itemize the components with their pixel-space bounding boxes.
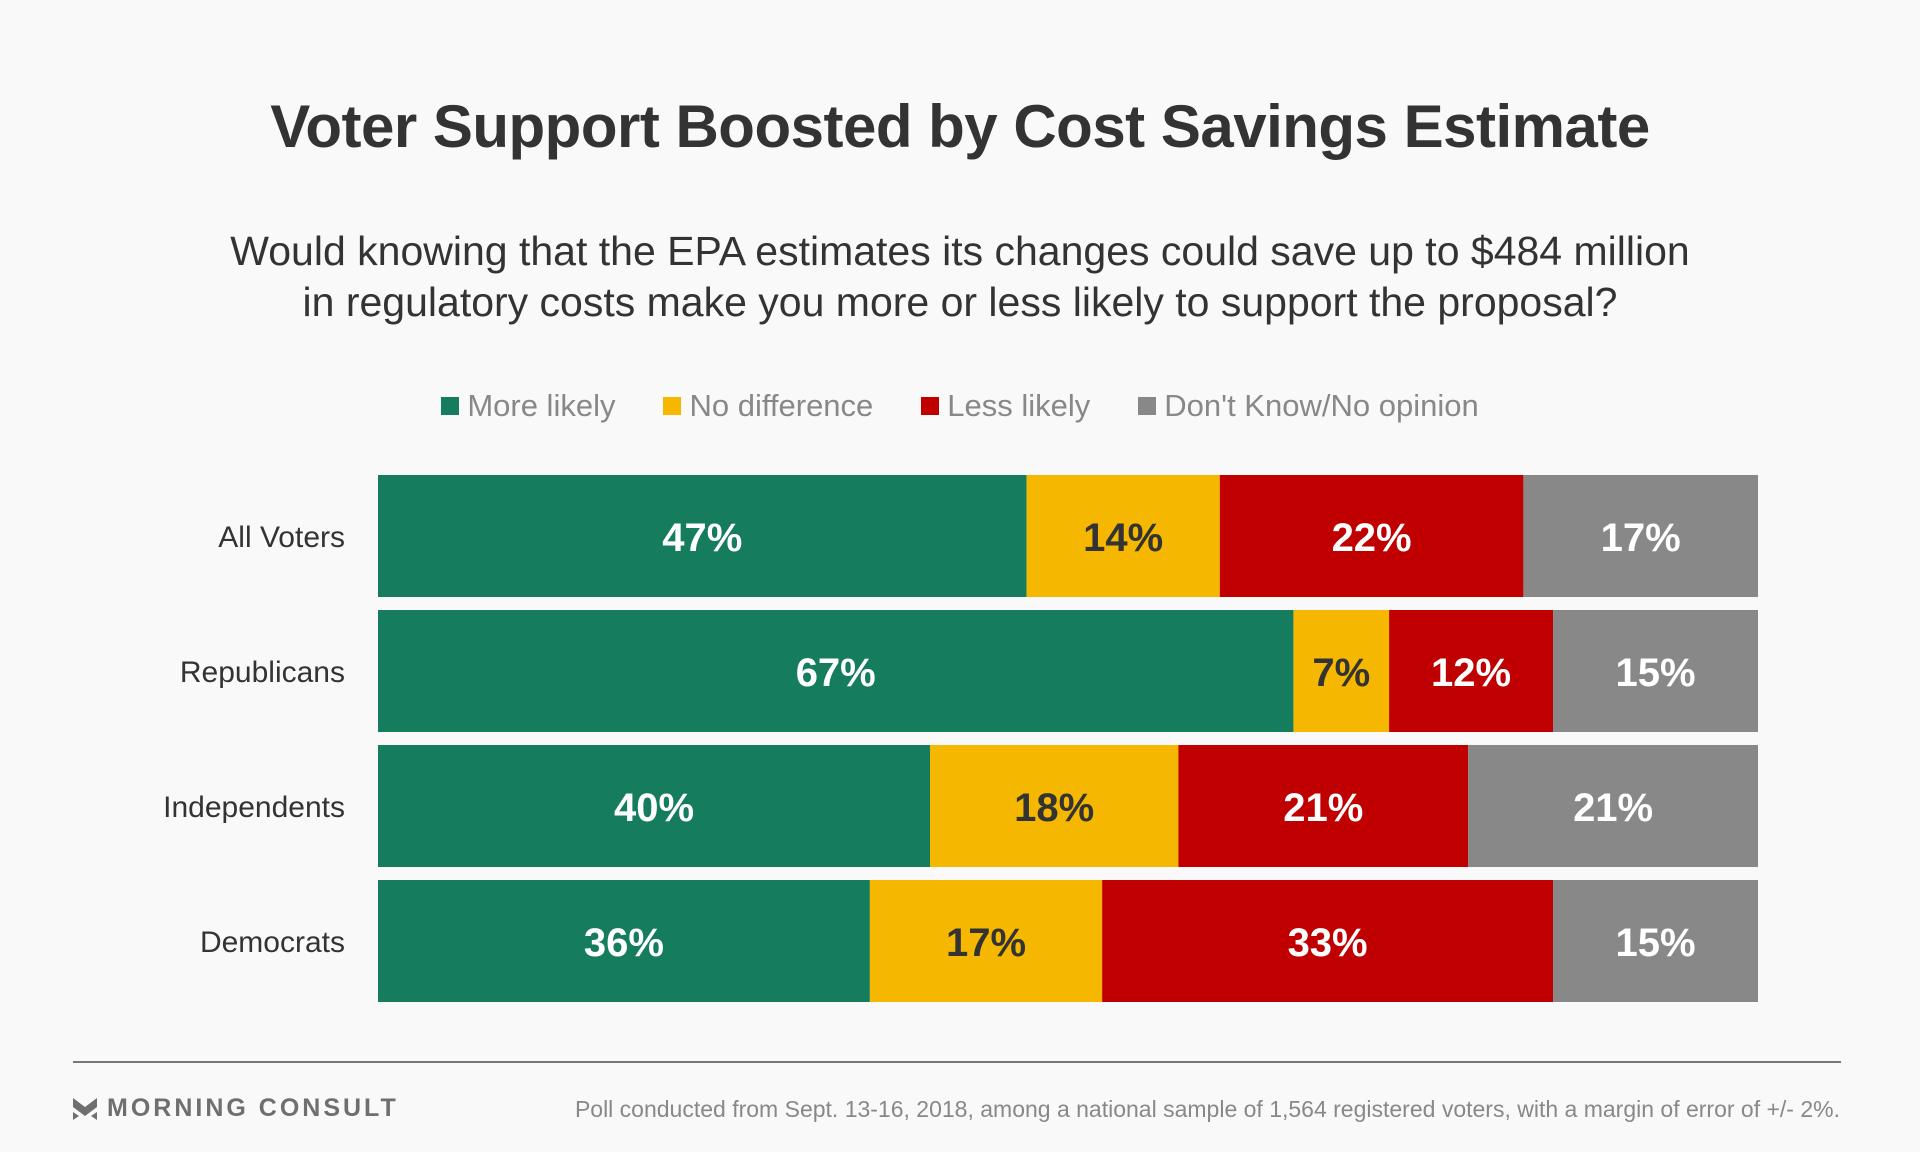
data-label: 15% — [1615, 651, 1695, 695]
category-label: Republicans — [180, 656, 345, 689]
data-label: 17% — [946, 921, 1026, 965]
data-label: 18% — [1014, 786, 1094, 830]
legend-item-no-difference: No difference — [663, 388, 873, 424]
bar-segment — [1389, 610, 1554, 732]
footnote: Poll conducted from Sept. 13-16, 2018, a… — [574, 1096, 1840, 1122]
bar-segment — [1178, 745, 1469, 867]
bar-segment — [1468, 745, 1758, 867]
data-label: 17% — [1601, 516, 1681, 560]
data-label: 33% — [1288, 921, 1368, 965]
subtitle-line-2: in regulatory costs make you more or les… — [302, 279, 1618, 325]
category-label: Independents — [163, 791, 345, 824]
legend-item-less-likely: Less likely — [921, 388, 1090, 424]
data-label: 21% — [1283, 786, 1363, 830]
bar-segment — [1553, 880, 1758, 1002]
data-label: 47% — [662, 516, 742, 560]
data-label: 22% — [1332, 516, 1412, 560]
bar-segment — [378, 475, 1027, 597]
chart-subtitle: Would knowing that the EPA estimates its… — [160, 226, 1760, 328]
data-label: 15% — [1615, 921, 1695, 965]
bar-segment — [1102, 880, 1554, 1002]
legend-item-more-likely: More likely — [441, 388, 615, 424]
legend-label: Don't Know/No opinion — [1164, 388, 1479, 423]
legend: More likely No difference Less likely Do… — [0, 388, 1920, 424]
data-label: 7% — [1312, 651, 1370, 695]
data-label: 21% — [1573, 786, 1653, 830]
bar-segment — [1293, 610, 1390, 732]
bar-segment — [1523, 475, 1758, 597]
legend-label: No difference — [689, 388, 874, 423]
data-label: 12% — [1431, 651, 1511, 695]
bar-segment — [378, 745, 930, 867]
category-label: Democrats — [200, 926, 345, 959]
bar-segment — [1553, 610, 1758, 732]
morning-consult-chevron-icon — [73, 1097, 97, 1120]
bar-segment — [1026, 475, 1220, 597]
brand-logo: MORNING CONSULT — [73, 1094, 399, 1123]
legend-label: Less likely — [947, 388, 1091, 423]
data-label: 14% — [1083, 516, 1163, 560]
legend-swatch — [1138, 397, 1157, 415]
legend-swatch — [441, 397, 460, 415]
subtitle-line-1: Would knowing that the EPA estimates its… — [230, 228, 1690, 274]
bar-segment — [1219, 475, 1524, 597]
bar-segment — [930, 745, 1179, 867]
bar-segment — [378, 610, 1294, 732]
brand-name: MORNING CONSULT — [107, 1094, 399, 1122]
data-label: 40% — [614, 786, 694, 830]
legend-item-dont-know: Don't Know/No opinion — [1138, 388, 1479, 424]
footer-divider — [73, 1061, 1841, 1063]
data-label: 67% — [796, 651, 876, 695]
legend-swatch — [663, 397, 682, 415]
legend-label: More likely — [467, 388, 616, 423]
category-label: All Voters — [218, 521, 345, 554]
bar-segment — [378, 880, 870, 1002]
data-label: 36% — [584, 921, 664, 965]
chart-title: Voter Support Boosted by Cost Savings Es… — [270, 93, 1650, 160]
legend-swatch — [921, 397, 940, 415]
bar-segment — [869, 880, 1103, 1002]
